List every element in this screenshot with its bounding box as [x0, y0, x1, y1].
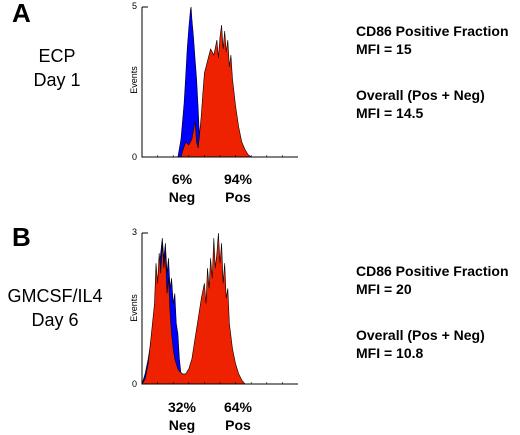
panel-a-letter: A	[12, 0, 31, 28]
panel-a-sample-line2: Day 1	[33, 70, 81, 90]
panel-a-pos-label: Pos	[225, 189, 251, 205]
panel-a-stat2: Overall (Pos + Neg) MFI = 14.5	[356, 86, 485, 122]
panel-b-stat2-value: MFI = 10.8	[356, 345, 424, 361]
panel-a-pos-gate: 94% Pos	[208, 170, 268, 206]
panel-a-ytick-top: 5	[131, 1, 137, 11]
panel-a-ytick-bottom: 0	[131, 152, 137, 162]
panel-b-axes	[141, 232, 298, 385]
panel-b-ylabel: Events	[128, 294, 139, 322]
panel-b-histogram	[141, 232, 298, 385]
panel-b-sample-line1: GMCSF/IL4	[7, 286, 103, 306]
panel-b-stat1-title: CD86 Positive Fraction	[356, 263, 509, 279]
panel-a-sample-label: ECP Day 1	[2, 44, 112, 92]
panel-a-neg-pct: 6%	[171, 171, 193, 187]
panel-a-sample-line1: ECP	[38, 46, 76, 66]
panel-b-sample-label: GMCSF/IL4 Day 6	[0, 284, 110, 332]
panel-b-stat2: Overall (Pos + Neg) MFI = 10.8	[356, 326, 485, 362]
panel-b-stat1: CD86 Positive Fraction MFI = 20	[356, 262, 509, 298]
panel-a-series-0	[177, 6, 201, 158]
panel-a-axes	[141, 6, 298, 158]
panel-a-pos-pct: 94%	[223, 171, 253, 187]
panel-b-stat2-title: Overall (Pos + Neg)	[356, 327, 485, 343]
panel-b-ytick-bottom: 0	[131, 379, 137, 389]
panel-b-ytick-top: 3	[131, 227, 137, 237]
panel-a-stat2-title: Overall (Pos + Neg)	[356, 87, 485, 103]
panel-b-letter: B	[12, 222, 31, 252]
panel-a-neg-label: Neg	[168, 189, 196, 205]
panel-b-series-1	[141, 232, 246, 385]
panel-a-stat1-value: MFI = 15	[356, 41, 412, 57]
panel-b-pos-label: Pos	[225, 417, 251, 433]
panel-a-stat2-value: MFI = 14.5	[356, 105, 424, 121]
panel-a-series-1	[180, 24, 253, 158]
panel-b-neg-label: Neg	[168, 417, 196, 433]
panel-b-neg-pct: 32%	[167, 399, 197, 415]
panel-a-histogram	[141, 6, 298, 158]
panel-a-neg-gate: 6% Neg	[152, 170, 212, 206]
panel-a-ylabel: Events	[128, 66, 139, 94]
panel-b-stat1-value: MFI = 20	[356, 281, 412, 297]
panel-b-pos-gate: 64% Pos	[208, 398, 268, 434]
panel-a-stat1-title: CD86 Positive Fraction	[356, 23, 509, 39]
panel-b-neg-gate: 32% Neg	[152, 398, 212, 434]
panel-b-pos-pct: 64%	[223, 399, 253, 415]
panel-b-sample-line2: Day 6	[31, 310, 79, 330]
panel-a-stat1: CD86 Positive Fraction MFI = 15	[356, 22, 509, 58]
